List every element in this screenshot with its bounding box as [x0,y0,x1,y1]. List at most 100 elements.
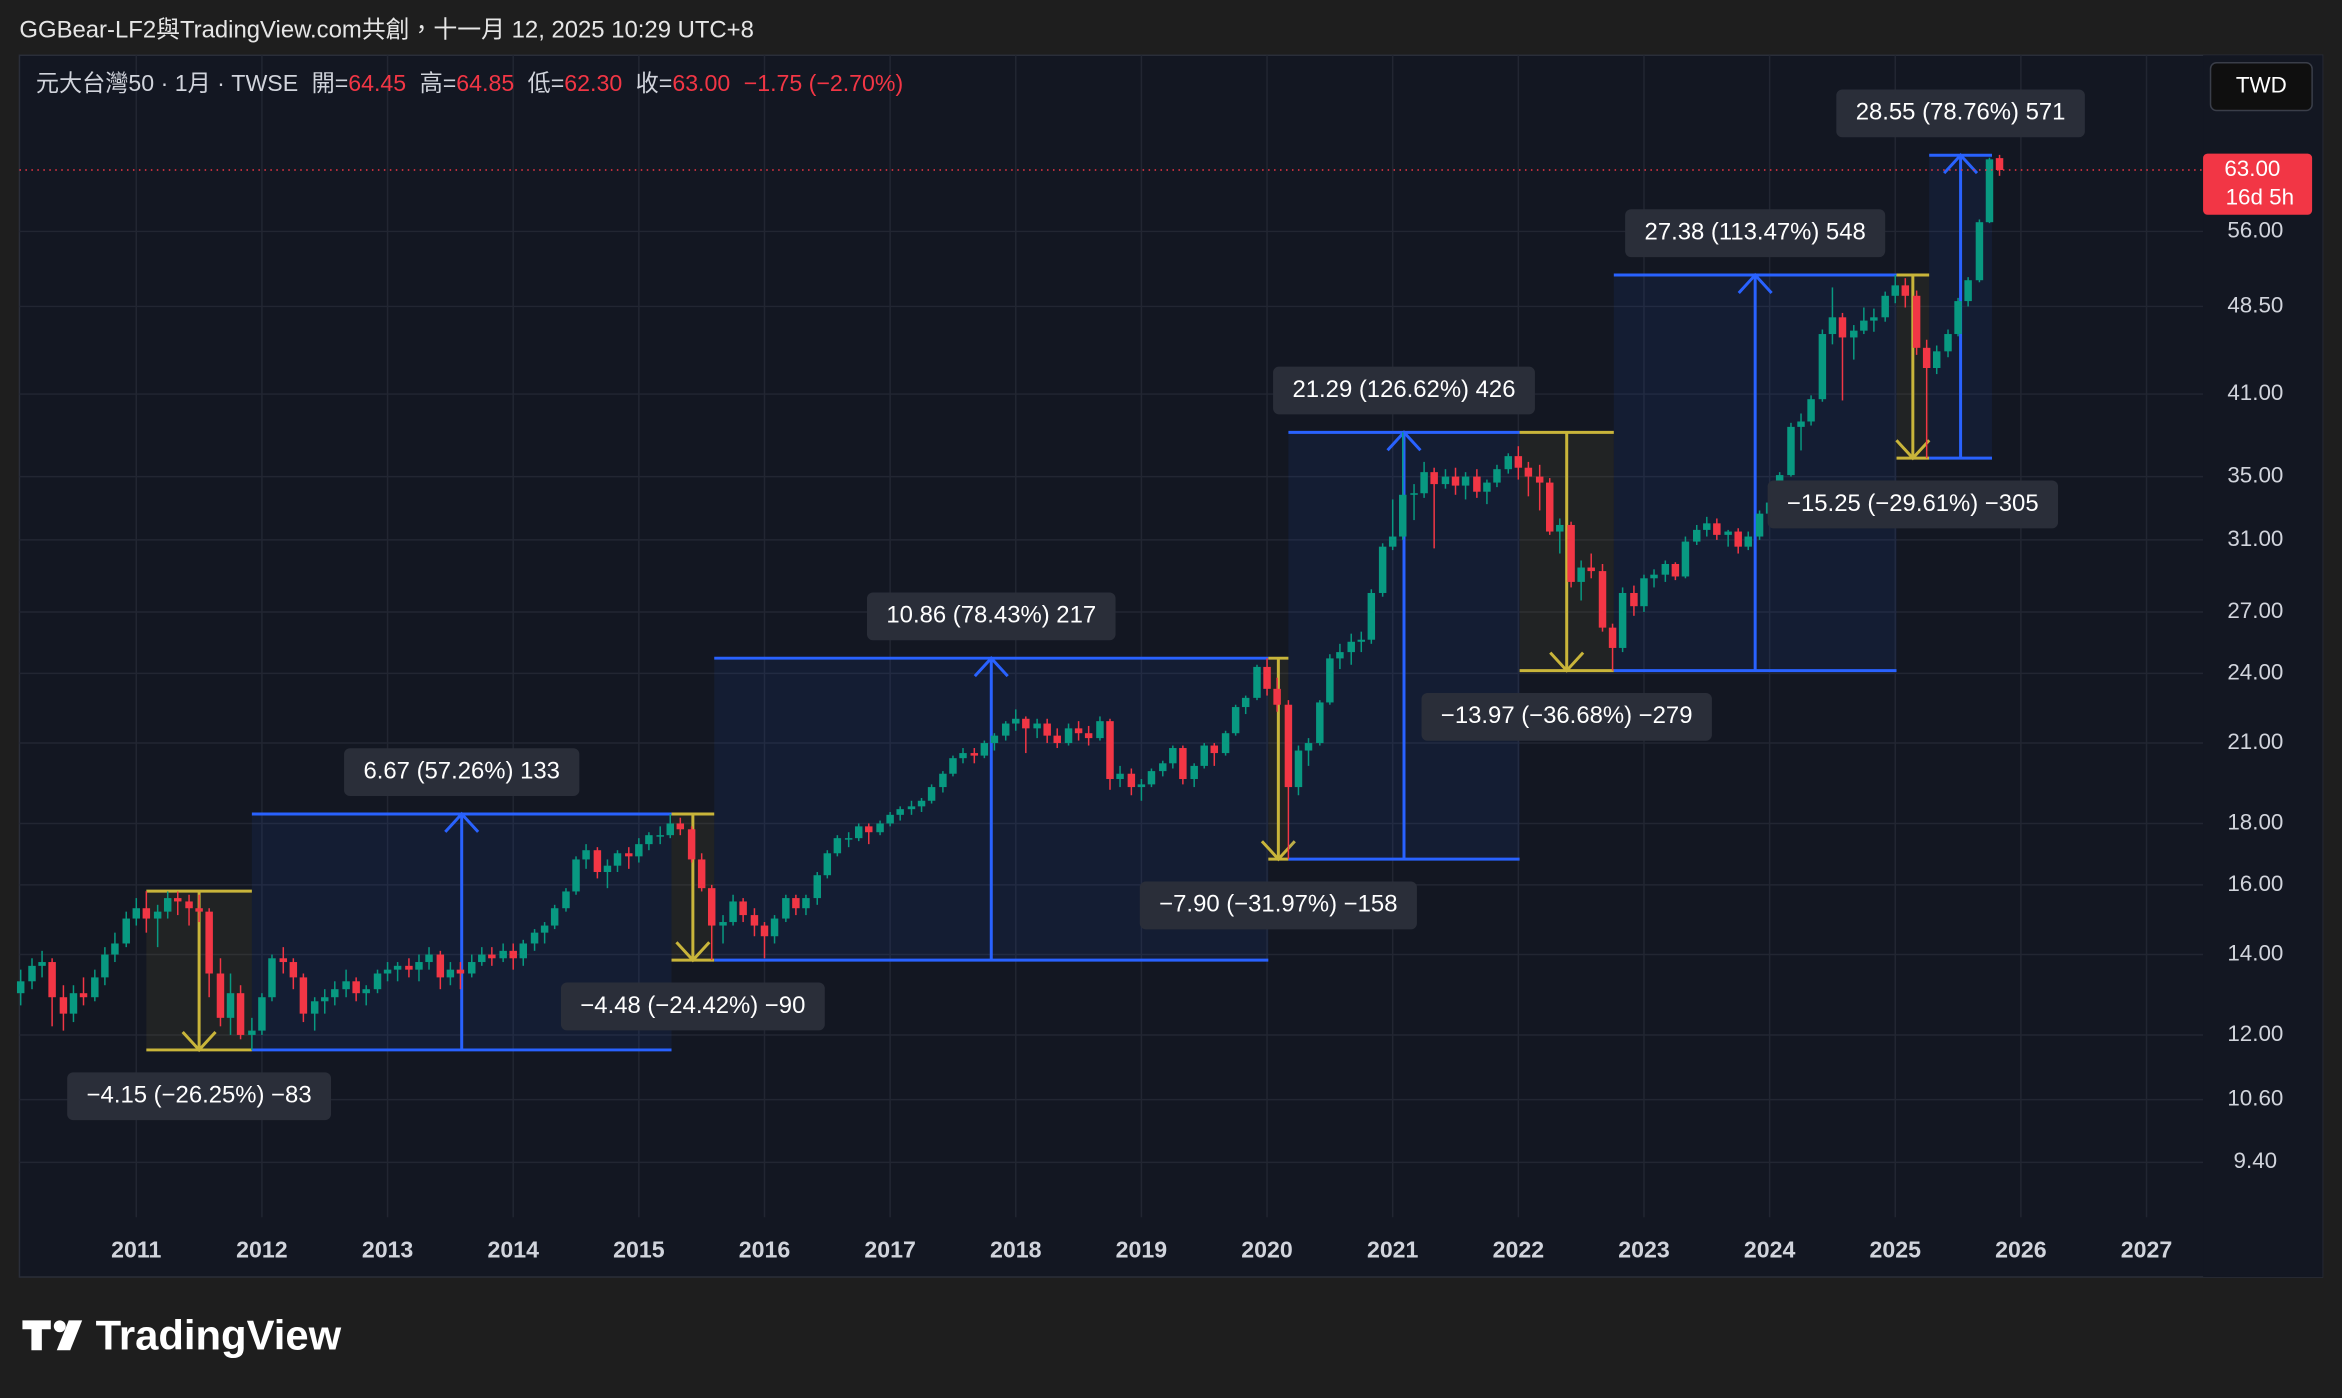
candle-body [1253,666,1261,698]
candle-body [1001,723,1010,736]
candle-body [142,908,151,919]
legend-value: 63.00 [672,70,730,96]
candle-body [1294,750,1303,788]
measure-label: −13.97 (−36.68%) −279 [1421,692,1712,741]
candle-body [216,973,225,1018]
candle-body [1944,334,1952,352]
candle-body [949,758,957,774]
candle-body [1901,285,1910,296]
candle-body [48,962,56,998]
measure-label-bg [344,748,580,797]
candle-body [813,875,821,899]
candle-body [499,950,507,959]
candle-body [383,969,392,974]
candle-body [1084,733,1093,739]
measure-arrowhead [1895,439,1931,461]
candle-body [1074,728,1083,734]
candle-body [101,954,109,978]
candle-body [393,965,402,970]
candle-body [865,826,873,833]
candle-body [927,787,936,801]
candle-body [342,981,350,990]
logo-mark [56,1320,83,1351]
measure-label-text: −4.48 (−24.42%) −90 [580,992,805,1019]
candle-body [488,954,496,959]
candle-body [1388,536,1397,547]
x-tick-label: 2015 [613,1237,665,1263]
measure-label-bg [1836,89,2085,138]
candle-body [1514,456,1523,468]
currency-button[interactable] [2209,61,2313,112]
candle-body [1064,728,1073,744]
candle-body [739,901,747,916]
legend-symbol: 元大台灣50 · 1月 · TWSE [36,70,298,96]
candle-body [782,898,790,919]
candle-body [1357,639,1366,642]
x-tick-label: 2023 [1618,1237,1670,1263]
candle-body [1159,763,1167,772]
candle-body [1326,658,1334,703]
candle-body [970,753,979,756]
measure-arrowhead [1549,651,1585,673]
candle-body [195,908,203,912]
measure-arrowhead [181,1031,217,1053]
candle-body [1524,467,1533,477]
measure-label: 6.67 (57.26%) 133 [344,748,580,797]
candle-body [1116,773,1124,780]
candle-body [770,918,779,937]
x-tick-label: 2014 [487,1237,539,1263]
candle-body [1713,523,1721,535]
measure-label-text: 6.67 (57.26%) 133 [363,757,559,784]
y-tick-label: 56.00 [2227,217,2283,242]
candle-body [1535,476,1544,483]
candle-body [59,997,68,1014]
logo-mark [53,1320,66,1333]
labels: −4.15 (−26.25%) −83 6.67 (57.26%) 133 −4.4… [67,89,2085,1121]
candle-body [540,925,549,933]
currency[interactable]: TWD [2236,73,2287,98]
x-tick-label: 2012 [236,1237,287,1263]
candle-body [1828,317,1837,335]
candle-body [1147,771,1156,785]
candle-body [760,925,769,937]
candle-body [373,973,382,990]
y-tick-label: 24.00 [2227,659,2283,684]
measure-label-text: −13.97 (−36.68%) −279 [1441,702,1693,729]
candle-body [1985,159,1994,223]
x-tick-label: 2011 [111,1237,161,1263]
candle-body [519,943,527,959]
measure-arrowhead [444,811,480,833]
x-tick-label: 2018 [990,1237,1042,1263]
candle-body [1399,494,1407,537]
measure-label-text: 10.86 (78.43%) 217 [886,602,1096,629]
candle-body [896,809,904,815]
measure-label-text: −15.25 (−29.61%) −305 [1787,490,2039,517]
legend-name: 開= [312,70,349,96]
candle-body [719,922,727,926]
candle-body [676,823,685,830]
y-tick-label: 31.00 [2227,526,2283,551]
candle-body [1316,702,1324,744]
x-tick-label: 2020 [1241,1237,1292,1263]
candle-body [174,898,182,902]
candle-body [990,735,999,744]
legend-change: −1.75 (−2.70%) [744,70,904,96]
candle-body [1995,158,2004,170]
candle-body [1850,330,1858,338]
candle-body [1347,641,1355,653]
measure-label-bg [1421,692,1712,741]
candle-body [1912,295,1921,348]
candle-body [562,891,570,909]
legend: 元大台灣50 · 1月 · TWSE 開=64.45 高=64.85 低=62.30 收… [36,70,903,96]
candle-body [436,954,445,978]
candle-body [1870,317,1878,321]
y-tick-label: 9.40 [2234,1148,2278,1173]
candle-body [844,838,853,840]
candle-body [1106,721,1114,780]
candle-body [1891,285,1899,296]
y-tick-label: 27.00 [2227,598,2283,623]
candle-body [132,908,141,919]
candle-body [1367,592,1376,640]
measure-arrowhead [675,941,711,963]
candle-body [1556,524,1564,532]
